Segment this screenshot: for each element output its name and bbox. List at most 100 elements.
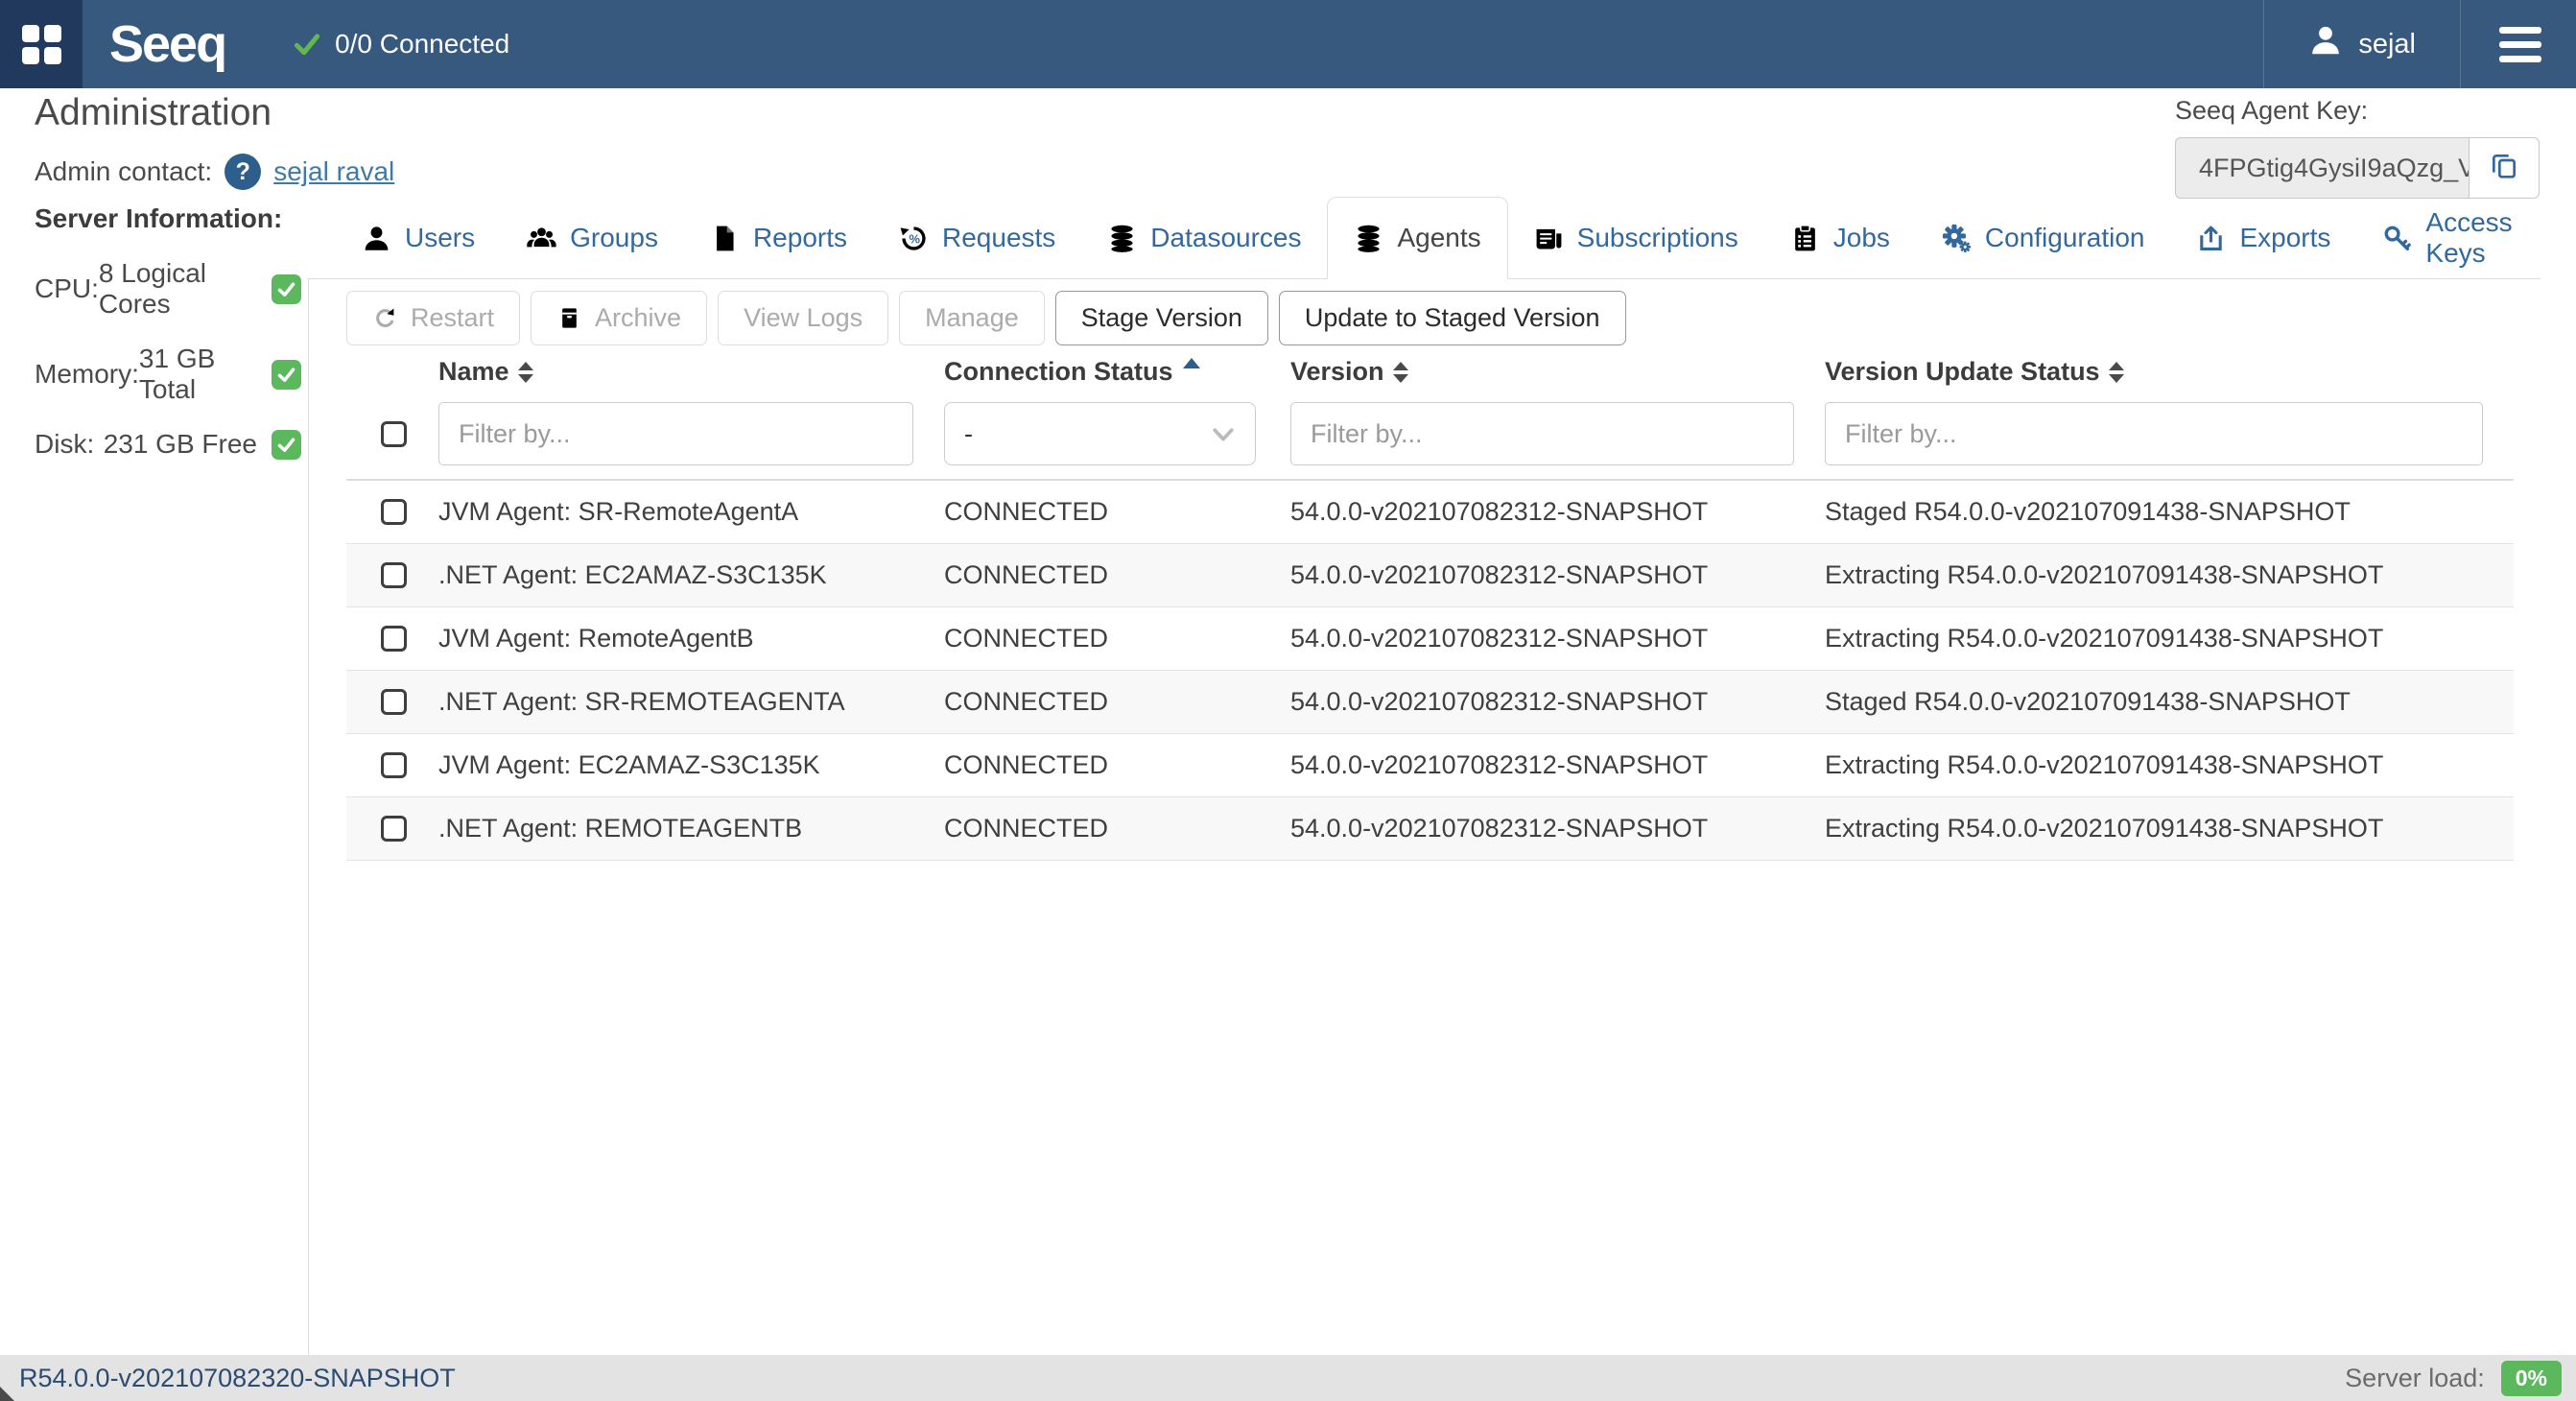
restart-button[interactable]: Restart [346, 291, 521, 345]
topbar-divider [2263, 0, 2265, 88]
server-info-row: Memory: 31 GB Total [35, 344, 301, 405]
agents-toolbar: Restart Archive View Logs Manage Stage V… [346, 291, 1626, 345]
user-menu[interactable]: sejal [2264, 0, 2460, 88]
tab-requests[interactable]: % Requests [873, 197, 1081, 279]
hamburger-menu-button[interactable] [2461, 26, 2576, 62]
stage-version-button[interactable]: Stage Version [1054, 291, 1268, 345]
row-checkbox[interactable] [381, 689, 407, 715]
tab-label: Datasources [1150, 223, 1302, 252]
tab-users[interactable]: Users [336, 197, 501, 279]
cell-name: .NET Agent: REMOTEAGENTB [438, 814, 803, 843]
tab-label: Requests [942, 223, 1056, 252]
topbar-divider [2460, 0, 2461, 88]
server-info-label: CPU: [35, 273, 99, 303]
table-row[interactable]: .NET Agent: SR-REMOTEAGENTA CONNECTED 54… [346, 671, 2514, 734]
tab-access-keys[interactable]: Access Keys [2356, 197, 2576, 279]
cell-connection-status: CONNECTED [944, 814, 1109, 843]
connection-status-filter-select[interactable]: - [944, 402, 1256, 465]
server-load-section: Server load: 0% [2345, 1360, 2562, 1396]
tab-reports[interactable]: Reports [684, 197, 873, 279]
database-icon [1354, 224, 1383, 253]
cell-version-update-status: Extracting R54.0.0-v202107091438-SNAPSHO… [1825, 750, 2384, 779]
server-load-label: Server load: [2345, 1363, 2485, 1392]
button-label: Stage Version [1080, 303, 1242, 332]
chevron-down-icon [1209, 419, 1238, 448]
row-checkbox[interactable] [381, 626, 407, 652]
cell-name: .NET Agent: SR-REMOTEAGENTA [438, 687, 845, 716]
column-label: Version [1290, 357, 1384, 386]
datasource-connection-indicator[interactable]: 0/0 Connected [293, 29, 509, 59]
tab-label: Exports [2239, 223, 2331, 252]
column-label: Connection Status [944, 357, 1173, 386]
server-info-row: CPU: 8 Logical Cores [35, 258, 301, 320]
view-logs-button[interactable]: View Logs [718, 291, 889, 345]
user-icon [2308, 23, 2343, 65]
row-checkbox[interactable] [381, 562, 407, 588]
select-all-checkbox[interactable] [381, 420, 407, 447]
agent-key-label: Seeq Agent Key: [2175, 96, 2369, 125]
sort-icon [517, 361, 533, 383]
server-info-value: 8 Logical Cores [98, 258, 206, 319]
version-filter-input[interactable] [1290, 402, 1794, 465]
tab-exports[interactable]: Exports [2170, 197, 2356, 279]
sort-asc-icon [1182, 358, 1200, 368]
subscriptions-icon [1534, 224, 1564, 253]
button-label: Archive [595, 303, 682, 332]
agents-table: Name Connection Status Version Version Upda… [346, 357, 2514, 861]
tab-groups[interactable]: Groups [501, 197, 684, 279]
column-header-name[interactable]: Name [438, 357, 944, 387]
tab-label: Jobs [1832, 223, 1890, 252]
cell-version-update-status: Extracting R54.0.0-v202107091438-SNAPSHO… [1825, 560, 2384, 589]
tab-bar: Users Groups Reports % Requests Datasour… [336, 197, 2576, 279]
page-title: Administration [35, 92, 272, 133]
gears-icon [1942, 224, 1972, 253]
server-information-title: Server Information: [35, 203, 283, 233]
button-label: Manage [925, 303, 1019, 332]
tab-jobs[interactable]: Jobs [1764, 197, 1916, 279]
table-filter-row: - [346, 402, 2514, 465]
admin-contact-link[interactable]: sejal raval [273, 156, 395, 186]
row-checkbox[interactable] [381, 499, 407, 525]
tab-label: Subscriptions [1576, 223, 1738, 252]
server-info-value: 31 GB Total [138, 344, 216, 404]
cell-version-update-status: Extracting R54.0.0-v202107091438-SNAPSHO… [1825, 624, 2384, 653]
tab-agents[interactable]: Agents [1327, 197, 1508, 279]
table-row[interactable]: .NET Agent: EC2AMAZ-S3C135K CONNECTED 54… [346, 544, 2514, 607]
file-icon [710, 224, 740, 253]
server-info-value: 231 GB Free [103, 429, 257, 459]
server-load-badge[interactable]: 0% [2500, 1360, 2562, 1396]
table-row[interactable]: JVM Agent: RemoteAgentB CONNECTED 54.0.0… [346, 607, 2514, 671]
user-icon [362, 224, 391, 253]
archive-button[interactable]: Archive [531, 291, 708, 345]
sort-icon [2108, 361, 2124, 383]
tab-label: Agents [1397, 223, 1481, 252]
copy-agent-key-button[interactable] [2469, 137, 2540, 199]
connected-label: 0/0 Connected [335, 29, 510, 59]
database-icon [1107, 224, 1137, 253]
column-header-version[interactable]: Version [1290, 357, 1825, 387]
table-row[interactable]: .NET Agent: REMOTEAGENTB CONNECTED 54.0.… [346, 797, 2514, 861]
question-circle-icon[interactable]: ? [225, 154, 262, 190]
table-row[interactable]: JVM Agent: EC2AMAZ-S3C135K CONNECTED 54.… [346, 734, 2514, 797]
column-header-connection-status[interactable]: Connection Status [944, 357, 1290, 387]
table-row[interactable]: JVM Agent: SR-RemoteAgentA CONNECTED 54.… [346, 481, 2514, 544]
row-checkbox[interactable] [381, 752, 407, 778]
check-icon [293, 30, 321, 59]
update-to-staged-version-button[interactable]: Update to Staged Version [1278, 291, 1626, 345]
key-icon [2382, 224, 2412, 253]
server-version-label: R54.0.0-v202107082320-SNAPSHOT [19, 1363, 456, 1392]
app-grid-button[interactable] [0, 0, 83, 88]
tab-configuration[interactable]: Configuration [1916, 197, 2171, 279]
name-filter-input[interactable] [438, 402, 913, 465]
topbar-right: sejal [2263, 0, 2576, 88]
row-checkbox[interactable] [381, 816, 407, 842]
button-label: Restart [411, 303, 495, 332]
admin-contact-row: Admin contact: ? sejal raval [35, 154, 394, 190]
tab-subscriptions[interactable]: Subscriptions [1508, 197, 1764, 279]
manage-button[interactable]: Manage [899, 291, 1045, 345]
update-status-filter-input[interactable] [1825, 402, 2483, 465]
health-check-icon [272, 273, 301, 304]
tab-datasources[interactable]: Datasources [1081, 197, 1327, 279]
button-label: View Logs [744, 303, 863, 332]
column-header-version-update-status[interactable]: Version Update Status [1825, 357, 2514, 387]
